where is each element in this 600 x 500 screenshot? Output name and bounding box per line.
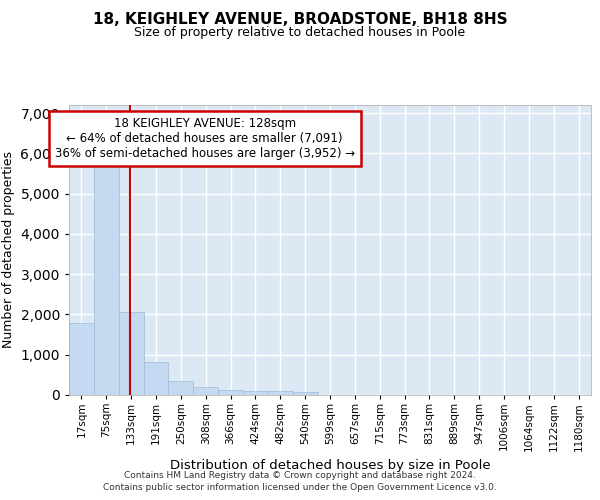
Text: 18, KEIGHLEY AVENUE, BROADSTONE, BH18 8HS: 18, KEIGHLEY AVENUE, BROADSTONE, BH18 8H…	[92, 12, 508, 28]
Bar	[243, 391, 268, 395]
X-axis label: Distribution of detached houses by size in Poole: Distribution of detached houses by size …	[170, 459, 490, 472]
Y-axis label: Number of detached properties: Number of detached properties	[2, 152, 15, 348]
Bar	[293, 392, 317, 395]
Text: 18 KEIGHLEY AVENUE: 128sqm
← 64% of detached houses are smaller (7,091)
36% of s: 18 KEIGHLEY AVENUE: 128sqm ← 64% of deta…	[55, 116, 355, 160]
Bar	[268, 392, 293, 395]
Bar	[119, 312, 143, 395]
Bar	[193, 386, 218, 395]
Text: Contains HM Land Registry data © Crown copyright and database right 2024.
Contai: Contains HM Land Registry data © Crown c…	[103, 471, 497, 492]
Text: Size of property relative to detached houses in Poole: Size of property relative to detached ho…	[134, 26, 466, 39]
Bar	[94, 164, 119, 395]
Bar	[69, 324, 94, 395]
Bar	[169, 380, 193, 395]
Bar	[218, 390, 243, 395]
Bar	[143, 362, 169, 395]
